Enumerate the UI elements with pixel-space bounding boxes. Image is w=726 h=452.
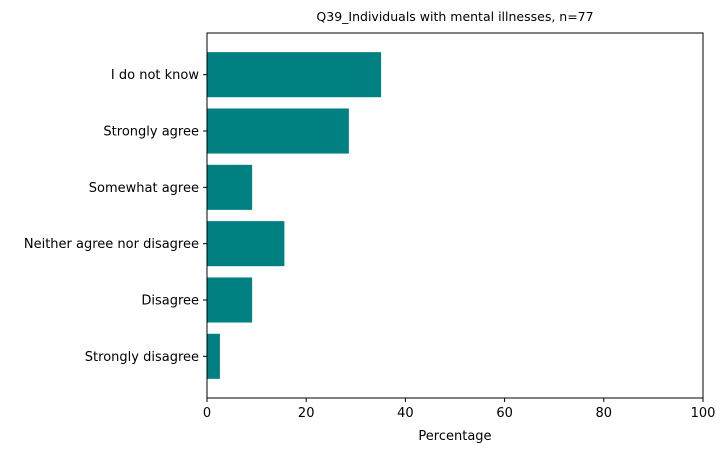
y-tick-label: Somewhat agree — [89, 181, 199, 196]
y-tick-label: Strongly disagree — [85, 350, 199, 365]
bar-strongly-agree — [207, 108, 349, 154]
x-tick-label: 80 — [596, 406, 613, 421]
x-tick-label: 20 — [298, 406, 315, 421]
bar-neither-agree-nor-disagree — [207, 221, 285, 267]
bars-group — [207, 52, 382, 379]
y-tick-label: Disagree — [141, 293, 199, 308]
y-tick-label: I do not know — [111, 68, 199, 83]
x-tick-label: 0 — [203, 406, 211, 421]
x-axis-label: Percentage — [418, 429, 491, 444]
bar-strongly-disagree — [207, 333, 220, 379]
x-tick-label: 60 — [496, 406, 513, 421]
bar-somewhat-agree — [207, 164, 253, 210]
bar-disagree — [207, 277, 253, 323]
bar-i-do-not-know — [207, 52, 382, 98]
y-tick-label: Strongly agree — [103, 125, 199, 140]
x-axis-ticks: 0 20 40 60 80 100 — [203, 398, 716, 421]
chart-title: Q39_Individuals with mental illnesses, n… — [316, 9, 593, 24]
y-tick-label: Neither agree nor disagree — [24, 237, 199, 252]
plot-frame — [206, 32, 704, 399]
y-axis-ticks: Strongly disagree Disagree Neither agree n… — [24, 68, 207, 365]
x-tick-label: 100 — [691, 406, 716, 421]
x-tick-label: 40 — [397, 406, 414, 421]
